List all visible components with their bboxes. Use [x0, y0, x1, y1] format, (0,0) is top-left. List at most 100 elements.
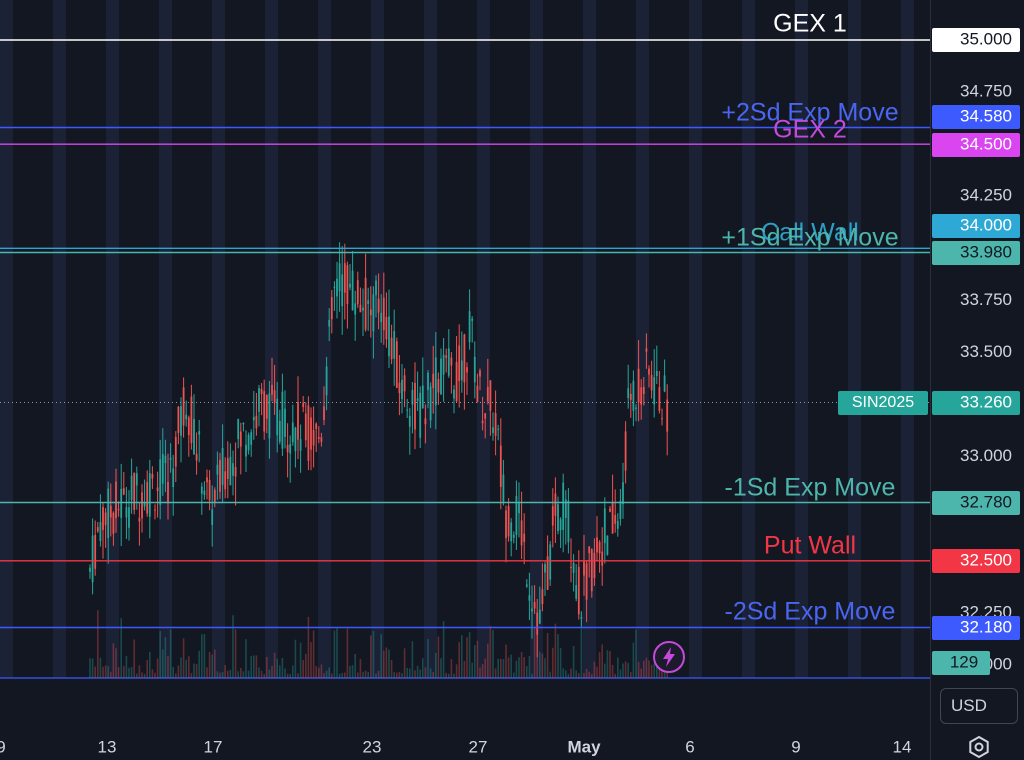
volume-bar: [406, 667, 408, 678]
level-label: -2Sd Exp Move: [725, 598, 896, 626]
candle-body: [226, 458, 229, 479]
candle-body: [367, 300, 370, 304]
candle-body: [362, 307, 364, 311]
candle-body: [333, 286, 336, 288]
candle-body: [564, 499, 567, 518]
volume-bar: [156, 658, 159, 678]
volume-bar: [650, 664, 653, 678]
volume-bar: [541, 653, 544, 678]
volume-bar: [596, 666, 598, 678]
volume-bar: [318, 667, 320, 678]
candle-body: [390, 337, 393, 360]
volume-bar: [354, 654, 356, 678]
candle-body: [232, 463, 234, 476]
candle-body: [588, 546, 591, 554]
volume-bar: [380, 634, 382, 678]
candle-body: [247, 434, 250, 451]
volume-bar: [286, 673, 289, 678]
volume-bar: [203, 634, 206, 678]
candle-body: [273, 390, 276, 403]
volume-bar: [609, 651, 611, 678]
volume-bar: [195, 663, 198, 678]
candle-body: [546, 556, 549, 590]
candle-body: [299, 439, 302, 451]
candle-body: [614, 515, 617, 524]
volume-bar: [513, 672, 515, 678]
candle-body: [190, 396, 193, 443]
candle-body: [213, 489, 216, 504]
x-tick-label: 27: [469, 737, 488, 756]
volume-bar: [268, 669, 271, 678]
candle-body: [580, 616, 583, 619]
x-tick-label: 17: [204, 737, 223, 756]
session-band: [424, 0, 437, 678]
candle-body: [666, 399, 669, 432]
candle-body: [463, 334, 466, 383]
volume-bar: [445, 672, 447, 678]
candle-body: [432, 373, 435, 388]
volume-bar: [364, 670, 367, 678]
volume-bar: [539, 651, 541, 678]
candle-body: [541, 589, 544, 604]
volume-bar: [409, 668, 411, 678]
volume-bar: [637, 661, 640, 678]
volume-bar: [323, 673, 325, 678]
candle-body: [445, 355, 448, 358]
volume-bar: [175, 673, 177, 678]
x-tick-label: 23: [363, 737, 382, 756]
volume-bar: [331, 673, 333, 678]
candle-body: [195, 453, 198, 461]
volume-bar: [414, 670, 416, 678]
volume-bar: [250, 656, 252, 678]
lightning-icon[interactable]: [652, 640, 686, 674]
candle-body: [590, 549, 593, 592]
candle-body: [354, 303, 357, 315]
x-tick-label: 9: [0, 737, 6, 756]
price-tag-value: 32.780: [960, 492, 1012, 511]
candle-body: [629, 393, 632, 400]
candle-body: [476, 385, 479, 403]
gear-icon[interactable]: [966, 734, 992, 760]
candle-body: [551, 506, 554, 526]
volume-bar: [663, 667, 666, 678]
candle-body: [575, 585, 578, 599]
y-tick-label: 33.500: [960, 342, 1012, 361]
volume-bar: [630, 671, 632, 678]
volume-bar: [611, 664, 614, 678]
candle-body: [424, 418, 427, 425]
candle-body: [382, 297, 385, 331]
candle-body: [154, 509, 156, 511]
volume-bar: [518, 657, 520, 678]
volume-bar: [544, 658, 546, 678]
candle-body: [135, 473, 138, 486]
volume-bar: [193, 663, 195, 678]
candle-body: [284, 408, 286, 437]
candle-body: [307, 405, 310, 461]
volume-bar: [484, 658, 486, 678]
volume-bar: [450, 659, 453, 678]
currency-button[interactable]: USD: [940, 688, 1018, 724]
volume-bar: [112, 643, 115, 678]
candle-body: [346, 265, 349, 304]
volume-bar: [151, 669, 154, 678]
candle-body: [593, 552, 596, 579]
volume-bar: [401, 673, 403, 678]
candle-body: [133, 473, 136, 510]
volume-bar: [115, 648, 117, 678]
candle-body: [104, 512, 107, 526]
volume-bar: [245, 639, 247, 678]
candle-body: [497, 428, 500, 430]
candle-body: [637, 368, 640, 403]
volume-bar: [169, 629, 172, 678]
volume-bar: [598, 652, 601, 678]
candle-body: [523, 533, 526, 542]
candle-body: [99, 522, 102, 542]
session-band: [530, 0, 543, 678]
price-tag: [932, 28, 1020, 52]
candle-body: [91, 535, 94, 583]
candle-body: [375, 280, 377, 296]
candle-body: [164, 455, 167, 464]
candle-body: [507, 506, 510, 537]
